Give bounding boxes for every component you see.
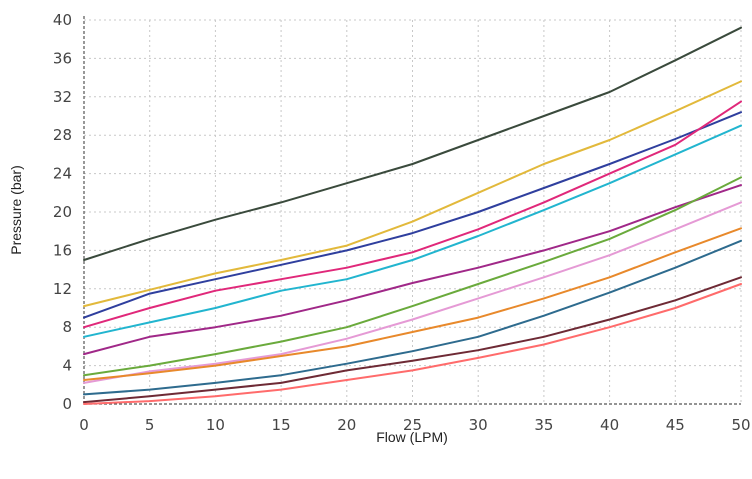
y-tick-label: 32	[53, 88, 72, 106]
series-line-6	[83, 184, 742, 356]
y-tick-label: 16	[53, 241, 72, 259]
series-line-3	[83, 111, 742, 319]
series-line-11	[83, 276, 742, 404]
x-tick-label: 5	[145, 416, 155, 434]
y-tick-label: 40	[53, 11, 72, 29]
y-tick-label: 8	[62, 318, 72, 336]
y-axis-title: Pressure (bar)	[8, 165, 24, 254]
series-line-2	[83, 80, 742, 308]
y-tick-label: 12	[53, 280, 72, 298]
series-line-12	[83, 283, 742, 405]
x-tick-label: 20	[337, 416, 356, 434]
y-tick-label: 36	[53, 49, 72, 67]
axes	[83, 16, 741, 405]
series-line-4	[83, 100, 742, 329]
series-line-10	[83, 239, 742, 396]
series-line-1	[83, 26, 742, 261]
series-line-5	[83, 124, 742, 338]
x-tick-label: 0	[79, 416, 89, 434]
y-tick-label: 24	[53, 165, 72, 183]
series-line-7	[83, 176, 742, 377]
series-line-8	[83, 201, 742, 384]
series-lines	[83, 26, 742, 405]
x-tick-label: 35	[534, 416, 553, 434]
y-tick-label: 28	[53, 126, 72, 144]
y-tick-label: 0	[62, 395, 72, 413]
y-tick-label: 20	[53, 203, 72, 221]
x-tick-label: 10	[206, 416, 225, 434]
grid	[84, 19, 742, 404]
y-tick-label: 4	[62, 357, 72, 375]
x-tick-label: 45	[666, 416, 685, 434]
x-tick-label: 30	[469, 416, 488, 434]
x-tick-label: 50	[731, 416, 750, 434]
x-tick-label: 25	[403, 416, 422, 434]
x-tick-label: 15	[272, 416, 291, 434]
series-line-9	[83, 227, 742, 381]
x-tick-label: 40	[600, 416, 619, 434]
tick-labels: 0 4 8 12 16 20 24 28 32 36 40 0 5 10 15 20 25 30 35 40 45 50	[53, 11, 751, 434]
x-axis-title: Flow (LPM)	[376, 429, 448, 445]
